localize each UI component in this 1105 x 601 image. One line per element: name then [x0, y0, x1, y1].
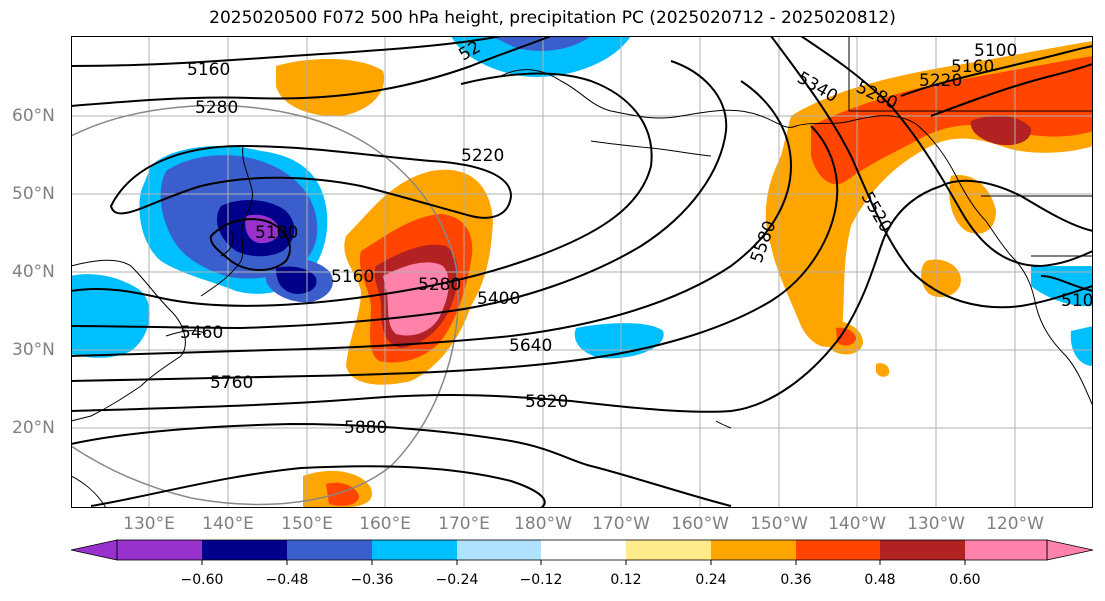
- contour-label: 5160: [331, 267, 374, 287]
- contour-label: 5880: [344, 418, 387, 438]
- precip-neg-north-dark: [491, 36, 591, 51]
- precip-pos-hi-red: [836, 327, 856, 346]
- lat-label: 40°N: [12, 262, 55, 282]
- colorbar-swatch: [796, 540, 880, 560]
- colorbar-swatch: [965, 540, 1047, 560]
- contour-label: 5520: [857, 189, 896, 236]
- colorbar-swatch: [202, 540, 287, 560]
- contour-label: 5760: [210, 373, 253, 393]
- colorbar-swatch: [711, 540, 796, 560]
- colorbar: [70, 539, 1094, 565]
- lat-label: 20°N: [12, 418, 55, 438]
- colorbar-swatch: [626, 540, 711, 560]
- map-title: 2025020500 F072 500 hPa height, precipit…: [209, 8, 896, 28]
- colorbar-tick-label: −0.24: [435, 572, 479, 588]
- colorbar-tick-label: 0.24: [695, 572, 727, 588]
- lon-label: 150°W: [750, 514, 808, 534]
- contour-label: 5160: [187, 60, 230, 80]
- colorbar-tick-label: 0.60: [949, 572, 981, 588]
- lon-label: 130°E: [123, 514, 175, 534]
- precip-shading: [71, 36, 1093, 508]
- precip-pos-ca: [921, 259, 961, 298]
- lon-label: 170°W: [592, 514, 650, 534]
- colorbar-tick-label: −0.12: [519, 572, 563, 588]
- lat-label: 50°N: [12, 184, 55, 204]
- lon-label: 160°W: [671, 514, 729, 534]
- lat-label: 30°N: [12, 340, 55, 360]
- colorbar-tick-label: −0.36: [350, 572, 394, 588]
- colorbar-tick-label: −0.48: [265, 572, 309, 588]
- coastlines: [71, 36, 1093, 508]
- lon-label: 170°E: [438, 514, 490, 534]
- contour-label: 5400: [477, 289, 520, 309]
- colorbar-extend-low: [70, 539, 118, 561]
- precip-neg-dark2: [276, 266, 317, 294]
- contour-label: 5220: [461, 146, 504, 166]
- lon-label: 150°E: [281, 514, 333, 534]
- lon-label: 130°W: [907, 514, 965, 534]
- colorbar-tick-label: −0.60: [180, 572, 224, 588]
- contour-label: 5820: [525, 392, 568, 412]
- colorbar-swatch: [117, 540, 202, 560]
- colorbar-tick-label: 0.48: [864, 572, 896, 588]
- height-contours: [71, 36, 1093, 508]
- colorbar-swatch: [372, 540, 457, 560]
- precip-neg-north: [451, 36, 631, 77]
- map-panel: 5160 5280 5220 5100 5160 5280 5400 5460 …: [71, 36, 1093, 508]
- colorbar-tick-label: 0.36: [780, 572, 812, 588]
- lon-label: 160°E: [359, 514, 411, 534]
- precip-neg-west: [71, 274, 150, 358]
- contour-label: 5100: [1061, 291, 1093, 311]
- contour-label: 5220: [919, 71, 962, 91]
- lat-label: 60°N: [12, 106, 55, 126]
- contour-label: 5460: [180, 323, 223, 343]
- lon-label: 120°W: [986, 514, 1044, 534]
- precip-neg-east2: [1070, 326, 1093, 366]
- precip-pos-na-dark: [970, 115, 1032, 146]
- contour-label: 5280: [418, 275, 461, 295]
- contour-label: 5100: [974, 41, 1017, 61]
- colorbar-swatch: [287, 540, 372, 560]
- precip-pos-na-red: [811, 56, 1093, 185]
- colorbar-swatch: [541, 540, 626, 560]
- precip-pos-small: [876, 363, 890, 377]
- colorbar-extend-high: [1046, 539, 1094, 561]
- colorbar-swatch: [457, 540, 541, 560]
- contour-label: 5280: [195, 98, 238, 118]
- lon-label: 140°E: [202, 514, 254, 534]
- lon-label: 140°W: [828, 514, 886, 534]
- contour-label: 5640: [509, 336, 552, 356]
- lon-label: 180°W: [514, 514, 572, 534]
- contour-label: 5160: [951, 57, 994, 77]
- precip-pos-north: [276, 59, 385, 117]
- colorbar-swatch: [880, 540, 965, 560]
- colorbar-tick-label: 0.12: [610, 572, 642, 588]
- contour-label: 5100: [255, 223, 298, 243]
